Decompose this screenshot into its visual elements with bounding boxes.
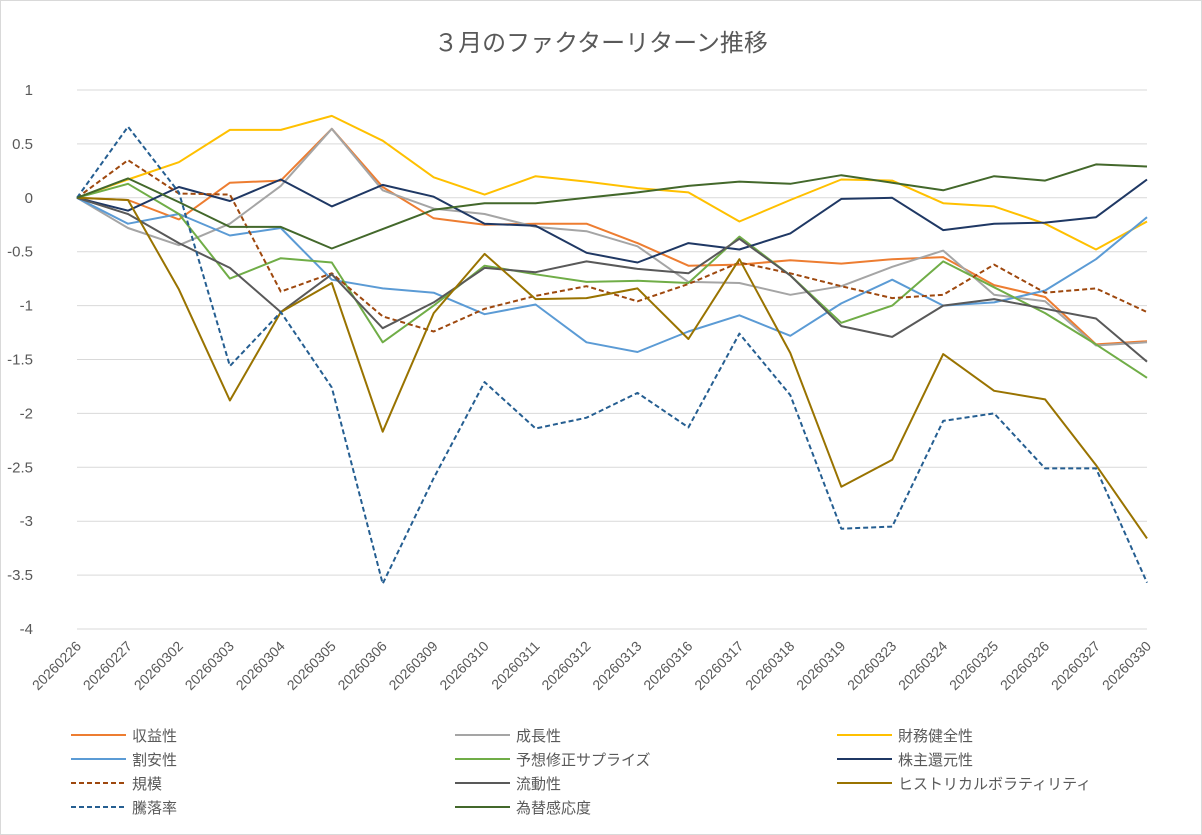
- x-tick-label: 20260325: [946, 638, 1002, 694]
- series-line: [76, 114, 1148, 251]
- x-tick-label: 20260311: [488, 638, 543, 693]
- y-tick-label: -3: [20, 513, 33, 530]
- legend-label: 規模: [132, 775, 162, 793]
- x-tick-label: 20260326: [997, 638, 1053, 694]
- y-tick-label: 0.5: [12, 136, 33, 153]
- series-line: [76, 159, 1148, 333]
- x-tick-label: 20260227: [80, 638, 136, 694]
- series-line: [76, 127, 1148, 346]
- series-line: [76, 163, 1148, 250]
- x-tick-label: 20260302: [131, 638, 187, 694]
- gridlines: [77, 89, 1147, 630]
- x-tick-label: 20260312: [538, 638, 594, 694]
- series-line: [76, 127, 1148, 347]
- y-axis-tick-labels: 1 0.5 0 -0.5 -1 -1.5 -2 -2.5 -3 -3.5 -4: [7, 82, 33, 638]
- x-tick-label: 20260303: [182, 638, 238, 694]
- legend-label: 財務健全性: [898, 727, 973, 745]
- x-tick-label: 20260313: [589, 638, 645, 694]
- legend-label: 為替感応度: [516, 799, 591, 817]
- series-line: [76, 125, 1148, 585]
- y-tick-label: -2: [20, 405, 33, 422]
- x-tick-label: 20260316: [640, 638, 696, 694]
- series-line: [76, 196, 1148, 363]
- legend-label: 割安性: [132, 751, 177, 769]
- y-tick-label: 0: [25, 190, 33, 207]
- x-tick-label: 20260226: [29, 638, 85, 694]
- series-line: [76, 182, 1148, 379]
- y-tick-label: 1: [25, 82, 33, 99]
- y-tick-label: -1: [20, 298, 33, 315]
- chart-title: ３月のファクターリターン推移: [434, 29, 768, 57]
- series-line: [76, 196, 1148, 353]
- legend-label: 収益性: [132, 727, 177, 745]
- x-tick-label: 20260317: [691, 638, 747, 694]
- legend-label: 成長性: [516, 727, 561, 745]
- x-axis-tick-labels: 2026022620260227202603022026030320260304…: [29, 638, 1155, 694]
- series-line: [76, 196, 1148, 539]
- x-tick-label: 20260319: [793, 638, 849, 694]
- x-tick-label: 20260305: [284, 638, 340, 694]
- x-tick-label: 20260304: [233, 638, 289, 694]
- y-tick-label: -4: [20, 621, 33, 638]
- legend-label: 流動性: [516, 775, 561, 793]
- x-tick-label: 20260330: [1099, 638, 1155, 694]
- y-tick-label: -0.5: [7, 244, 33, 261]
- legend-label: 株主還元性: [898, 751, 973, 769]
- y-tick-label: -3.5: [7, 567, 33, 584]
- legend-label: 騰落率: [132, 799, 177, 817]
- legend-label: ヒストリカルボラティリティ: [898, 775, 1091, 793]
- x-tick-label: 20260310: [436, 638, 492, 694]
- series-lines: [76, 114, 1148, 585]
- x-tick-label: 20260309: [385, 638, 441, 694]
- x-tick-label: 20260327: [1048, 638, 1104, 694]
- x-tick-label: 20260318: [742, 638, 798, 694]
- y-tick-label: -2.5: [7, 459, 33, 476]
- x-tick-label: 20260324: [895, 638, 951, 694]
- x-tick-label: 20260306: [334, 638, 390, 694]
- y-tick-label: -1.5: [7, 352, 33, 369]
- series-line: [76, 178, 1148, 264]
- legend-label: 予想修正サプライズ: [516, 751, 651, 769]
- x-tick-label: 20260323: [844, 638, 900, 694]
